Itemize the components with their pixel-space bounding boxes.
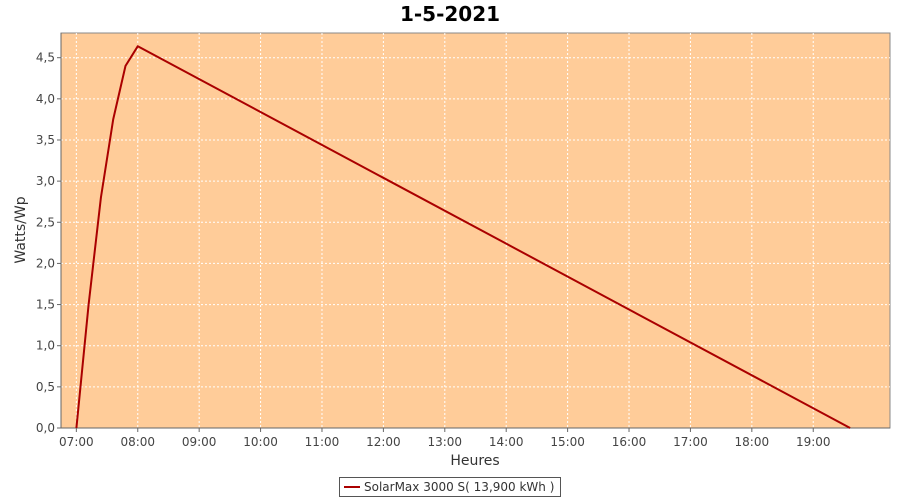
y-tick-label: 4,5 [36, 51, 55, 65]
y-tick-label: 3,5 [36, 133, 55, 147]
series-line [75, 45, 851, 429]
y-tick-label: 0,5 [36, 380, 55, 394]
x-tick-label: 09:00 [182, 435, 217, 449]
x-tick-label: 19:00 [796, 435, 831, 449]
x-tick-label: 16:00 [612, 435, 647, 449]
x-tick-label: 08:00 [120, 435, 155, 449]
x-tick-label: 10:00 [243, 435, 278, 449]
plot-area [60, 32, 891, 429]
y-tick-label: 1,5 [36, 298, 55, 312]
x-axis-label: Heures [450, 453, 499, 469]
y-tick-label: 1,0 [36, 339, 55, 353]
y-tick-label: 2,0 [36, 256, 55, 270]
x-tick-label: 14:00 [489, 435, 524, 449]
y-tick-label: 0,0 [36, 421, 55, 435]
legend: SolarMax 3000 S( 13,900 kWh ) [339, 477, 562, 497]
x-tick-label: 15:00 [550, 435, 585, 449]
series-lines [75, 45, 851, 429]
grid-lines [61, 33, 890, 428]
legend-label: SolarMax 3000 S( 13,900 kWh ) [364, 480, 555, 494]
x-tick-label: 13:00 [427, 435, 462, 449]
tick-labels: 0,0 0,5 1,0 1,5 2,0 2,5 3,0 3,5 4,0 4,5 07:00 08:00… [36, 51, 831, 449]
y-tick-label: 3,0 [36, 174, 55, 188]
x-tick-label: 07:00 [59, 435, 94, 449]
x-tick-label: 12:00 [366, 435, 401, 449]
legend-swatch [344, 486, 360, 488]
y-axis-label: Watts/Wp [13, 196, 29, 263]
x-tick-label: 17:00 [673, 435, 708, 449]
x-tick-label: 11:00 [305, 435, 340, 449]
x-tick-label: 18:00 [735, 435, 770, 449]
y-tick-label: 2,5 [36, 215, 55, 229]
y-tick-label: 4,0 [36, 92, 55, 106]
chart-title: 1-5-2021 [399, 2, 501, 26]
